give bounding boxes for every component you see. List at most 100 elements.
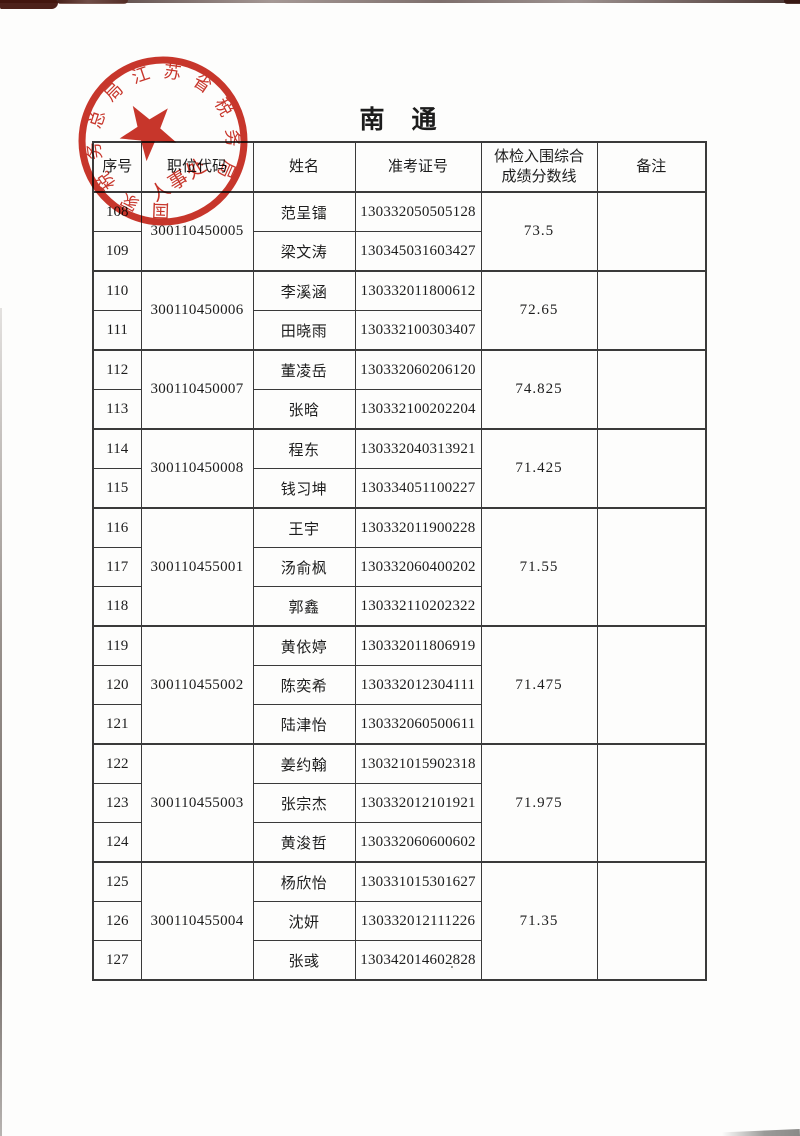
name-cell: 李溪涵 xyxy=(252,270,356,311)
remark-cell xyxy=(596,507,707,627)
ticket-cell: 130332100202204 xyxy=(354,389,482,430)
serial-cell: 123 xyxy=(92,783,142,823)
serial-cell: 124 xyxy=(92,822,142,863)
name-cell: 陈奕希 xyxy=(252,665,356,705)
serial-cell: 117 xyxy=(92,547,142,587)
page-title: 南 通 xyxy=(359,106,438,134)
table-row: 120 陈奕希 130332012304111 xyxy=(92,665,706,705)
name-cell: 田晓雨 xyxy=(252,310,356,351)
header-ticket-number: 准考证号 xyxy=(354,141,482,193)
ticket-cell: 130334051100227 xyxy=(354,468,482,509)
name-cell: 张宗杰 xyxy=(252,783,356,823)
scan-corner-mark-bottomright xyxy=(721,1129,800,1136)
ticket-cell: 130331015301627 xyxy=(354,861,482,902)
ticket-cell: 130332012304111 xyxy=(354,665,482,705)
score-cell: 71.35 xyxy=(480,861,598,981)
remark-cell xyxy=(596,349,707,430)
serial-cell: 113 xyxy=(92,389,142,430)
remark-cell xyxy=(596,270,707,351)
name-cell: 张晗 xyxy=(252,389,356,430)
table-row: 110 300110450006 李溪涵 130332011800612 72.65 xyxy=(92,270,707,351)
score-cell: 72.65 xyxy=(480,270,598,351)
ticket-cell: 130332060500611 xyxy=(354,704,482,745)
position-code-cell: 300110450007 xyxy=(140,349,254,430)
table-row: 113 张晗 130332100202204 xyxy=(92,389,706,430)
ticket-cell: 130345031603427 xyxy=(354,231,482,272)
table-row: 121 陆津怡 130332060500611 xyxy=(92,704,706,745)
serial-cell: 115 xyxy=(92,468,142,509)
remark-cell xyxy=(596,743,707,863)
serial-cell: 109 xyxy=(92,231,142,272)
table-row: 126 沈妍 130332012111226 xyxy=(92,901,706,941)
position-code-cell: 300110450005 xyxy=(140,191,254,272)
scan-edge-left xyxy=(0,308,2,1136)
ticket-cell: 130332050505128 xyxy=(354,191,482,232)
ticket-cell: 130332100303407 xyxy=(354,310,482,351)
serial-cell: 108 xyxy=(92,191,142,232)
ticket-cell: 130321015902318 xyxy=(354,743,482,784)
position-code-cell: 300110450006 xyxy=(140,270,254,351)
name-cell: 黄浚哲 xyxy=(252,822,356,863)
table-row: 108 300110450005 范呈镭 130332050505128 73.5 xyxy=(92,191,707,272)
serial-cell: 121 xyxy=(92,704,142,745)
ticket-cell: 130332011900228 xyxy=(354,507,482,548)
ticket-cell: 130342014602828 xyxy=(354,940,482,981)
name-cell: 陆津怡 xyxy=(252,704,356,745)
results-table: 序号 职位代码 姓名 准考证号 体检入围综合成绩分数线 备注 108 300110… xyxy=(92,141,707,981)
name-cell: 钱习坤 xyxy=(252,468,356,509)
ticket-cell: 130332110202322 xyxy=(354,586,482,627)
table-row: 119 300110455002 黄依婷 130332011806919 71.475 xyxy=(92,625,707,745)
name-cell: 姜约翰 xyxy=(252,743,356,784)
table-row: 118 郭鑫 130332110202322 xyxy=(92,586,706,627)
table-row: 125 300110455004 杨欣怡 130331015301627 71.35 xyxy=(92,861,707,981)
stamp-arc-char: 江 xyxy=(129,63,152,88)
header-position-code: 职位代码 xyxy=(140,141,254,193)
serial-cell: 114 xyxy=(92,428,142,469)
name-cell: 沈妍 xyxy=(252,901,356,941)
serial-cell: 118 xyxy=(92,586,142,627)
serial-cell: 127 xyxy=(92,940,142,981)
remark-cell xyxy=(596,861,707,981)
serial-cell: 110 xyxy=(92,270,142,311)
table-row: 112 300110450007 董凌岳 130332060206120 74.825 xyxy=(92,349,707,430)
position-code-cell: 300110455003 xyxy=(140,743,254,863)
serial-cell: 111 xyxy=(92,310,142,351)
ticket-cell: 130332060600602 xyxy=(354,822,482,863)
remark-cell xyxy=(596,191,707,272)
name-cell: 董凌岳 xyxy=(252,349,356,390)
score-cell: 71.425 xyxy=(480,428,598,509)
name-cell: 程东 xyxy=(252,428,356,469)
table-header-row: 序号 职位代码 姓名 准考证号 体检入围综合成绩分数线 备注 xyxy=(92,141,707,193)
name-cell: 郭鑫 xyxy=(252,586,356,627)
remark-cell xyxy=(596,428,707,509)
name-cell: 梁文涛 xyxy=(252,231,356,272)
stamp-arc-char: 省 xyxy=(189,70,215,96)
ticket-cell: 130332040313921 xyxy=(354,428,482,469)
scan-corner-mark-topleft-2 xyxy=(58,0,128,4)
score-cell: 71.975 xyxy=(480,743,598,863)
scan-corner-mark-topleft xyxy=(0,0,58,9)
ticket-cell: 130332012111226 xyxy=(354,901,482,941)
serial-cell: 122 xyxy=(92,743,142,784)
serial-cell: 126 xyxy=(92,901,142,941)
ticket-cell: 130332011806919 xyxy=(354,625,482,666)
table-row: 116 300110455001 王宇 130332011900228 71.55 xyxy=(92,507,707,627)
serial-cell: 119 xyxy=(92,625,142,666)
name-cell: 杨欣怡 xyxy=(252,861,356,902)
ticket-cell: 130332011800612 xyxy=(354,270,482,311)
table-row: 114 300110450008 程东 130332040313921 71.425 xyxy=(92,428,707,509)
name-cell: 王宇 xyxy=(252,507,356,548)
results-table-body: 108 300110450005 范呈镭 130332050505128 73.5 109… xyxy=(92,191,707,981)
position-code-cell: 300110455002 xyxy=(140,625,254,745)
name-cell: 张彧 xyxy=(252,940,356,981)
serial-cell: 112 xyxy=(92,349,142,390)
position-code-cell: 300110450008 xyxy=(140,428,254,509)
serial-cell: 120 xyxy=(92,665,142,705)
header-remark: 备注 xyxy=(596,141,707,193)
ticket-cell: 130332060400202 xyxy=(354,547,482,587)
name-cell: 汤俞枫 xyxy=(252,547,356,587)
header-serial: 序号 xyxy=(92,141,142,193)
name-cell: 黄依婷 xyxy=(252,625,356,666)
position-code-cell: 300110455004 xyxy=(140,861,254,981)
